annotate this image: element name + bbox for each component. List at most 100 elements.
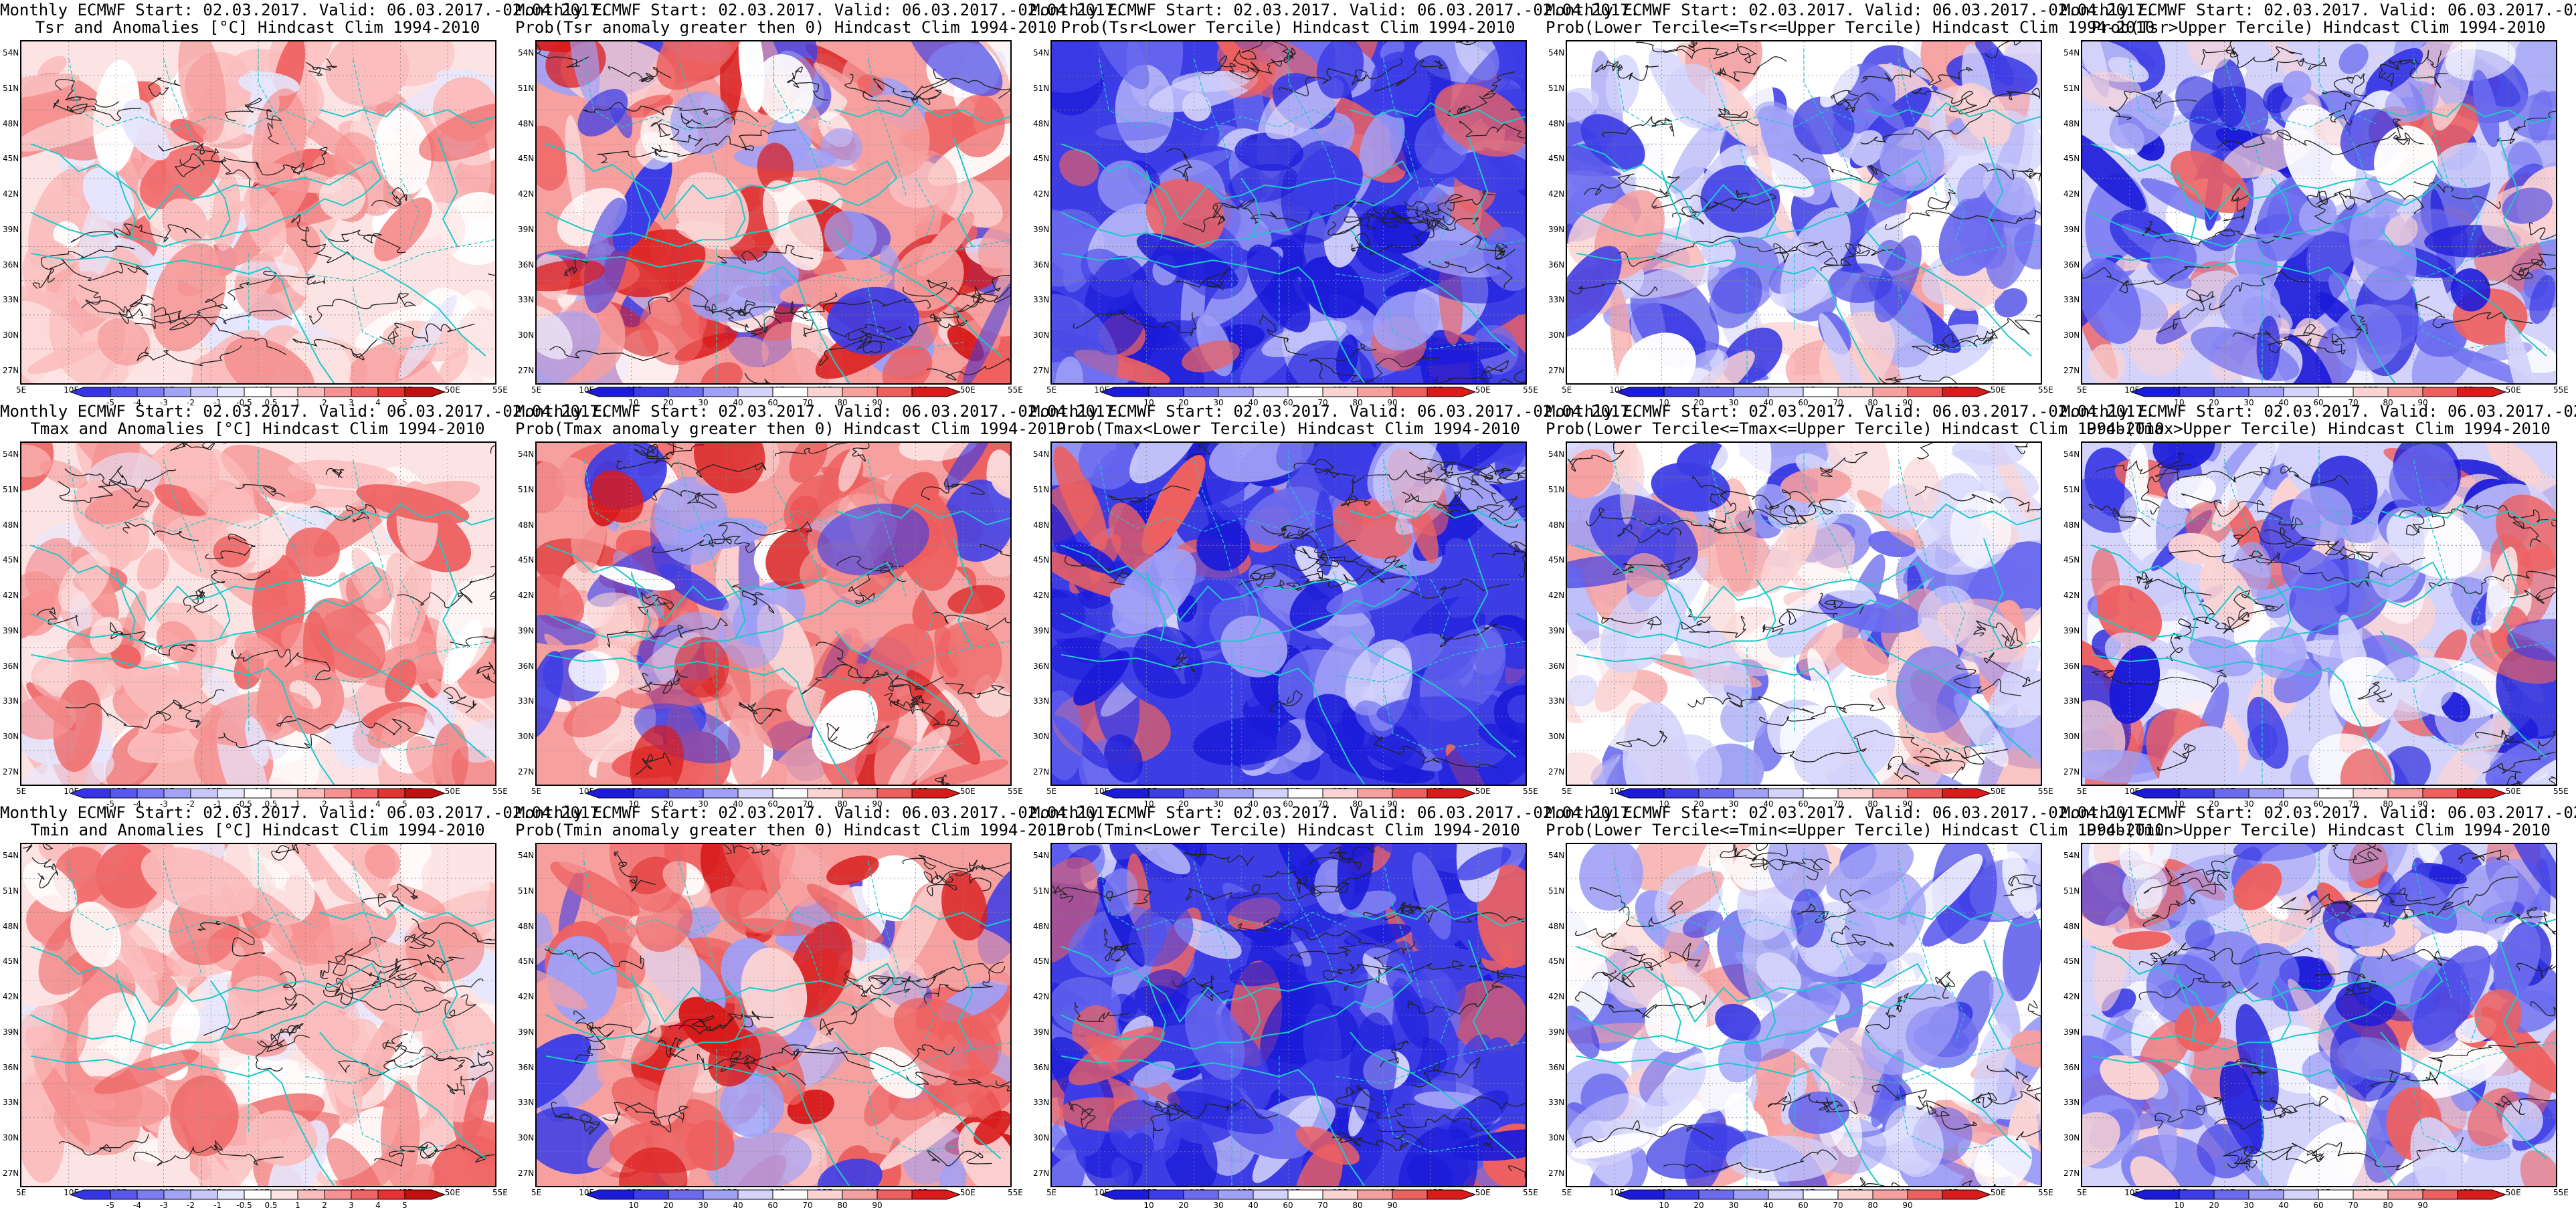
colorbar-tick-label: 3 — [349, 799, 354, 809]
field-shading-blob — [1412, 851, 1451, 940]
isotherm-contour — [2399, 507, 2468, 536]
isotherm-contour — [472, 932, 495, 943]
coastline — [210, 980, 231, 1039]
field-shading-blob — [234, 632, 295, 686]
colorbar-swatch — [584, 1189, 634, 1200]
field-shading-blob — [887, 150, 958, 224]
map-field-svg — [21, 844, 495, 1186]
field-shading-blob — [2280, 546, 2347, 608]
field-shading-blob — [2513, 41, 2556, 108]
field-shading-blob — [2093, 906, 2130, 1012]
isotherm-contour — [1170, 651, 1196, 673]
field-shading-blob — [2082, 129, 2146, 211]
field-shading-blob — [21, 108, 126, 152]
field-shading-blob — [1305, 694, 1366, 758]
map-plot — [20, 843, 496, 1187]
map-panel: Monthly ECMWF Start: 02.03.2017. Valid: … — [0, 0, 609, 407]
map-panel: Monthly ECMWF Start: 02.03.2017. Valid: … — [515, 0, 1124, 407]
field-shading-blob — [1952, 443, 2024, 466]
colorbar-tick-label: 40 — [1763, 1201, 1774, 1210]
country-border — [1430, 981, 1451, 1043]
country-border — [1898, 58, 1937, 196]
colorbar-swatch — [2213, 788, 2249, 799]
colorbar-swatch — [2283, 788, 2319, 799]
colorbar-swatch — [324, 1189, 352, 1200]
field-shading-blob — [675, 172, 749, 250]
colorbar-swatch — [404, 387, 446, 397]
field-shading-blob — [1136, 233, 1238, 289]
colorbar-swatch — [1322, 788, 1358, 799]
latitude-tick-label: 27N — [1033, 767, 1050, 777]
colorbar-tick-label: -5 — [106, 1201, 114, 1210]
latitude-tick-label: 51N — [1033, 484, 1050, 494]
field-shading-blob — [351, 547, 383, 599]
isotherm-contour — [868, 971, 945, 986]
isotherm-contour — [2235, 1058, 2268, 1076]
coastline — [1576, 143, 1928, 247]
isotherm-contour — [826, 723, 890, 750]
country-border — [820, 640, 1010, 683]
isotherm-contour — [2209, 270, 2309, 310]
isotherm-contour — [1715, 56, 1787, 82]
field-shading-blob — [899, 443, 978, 462]
field-shading-blob — [1780, 468, 1852, 504]
isotherm-contour — [625, 1102, 683, 1132]
field-shading-blob — [406, 736, 442, 784]
isotherm-contour — [650, 118, 703, 146]
colorbar-tick-label: 10 — [1143, 799, 1154, 809]
field-shading-blob — [689, 249, 799, 322]
isotherm-contour — [608, 66, 672, 82]
longitude-tick-label: 5E — [2077, 1188, 2088, 1197]
isotherm-contour — [2256, 557, 2425, 588]
colorbar-tick-label: 40 — [1248, 1201, 1259, 1210]
coastline — [1756, 980, 1776, 1039]
field-shading-blob — [1052, 589, 1086, 633]
isotherm-contour — [787, 66, 829, 101]
field-shading-blob — [1234, 132, 1304, 171]
panel-title-line1: Monthly ECMWF Start: 02.03.2017. Valid: … — [1546, 402, 2155, 421]
field-shading-blob — [1954, 693, 2009, 767]
isotherm-contour — [1759, 698, 1886, 726]
coastline — [834, 1031, 1002, 1159]
longitude-tick-label: 50E — [1475, 1188, 1491, 1197]
field-shading-blob — [280, 506, 337, 536]
field-shading-blob — [318, 174, 366, 219]
colorbar-tick-label: 1 — [295, 799, 300, 809]
field-shading-blob — [577, 88, 628, 137]
isotherm-contour — [1687, 692, 1814, 714]
longitude-tick-label: 50E — [444, 1188, 460, 1197]
field-shading-blob — [1477, 723, 1526, 757]
country-border — [868, 861, 907, 999]
colorbar-swatch — [110, 788, 138, 799]
coastline — [630, 973, 651, 1043]
isotherm-contour — [136, 345, 242, 367]
isotherm-contour — [337, 1055, 465, 1076]
isotherm-contour — [1912, 87, 1977, 112]
isotherm-contour — [927, 862, 1010, 896]
latitude-tick-label: 30N — [1033, 330, 1050, 340]
field-shading-blob — [285, 527, 340, 577]
coastline — [2176, 572, 2197, 641]
colorbar-tick-label: 60 — [1798, 398, 1809, 407]
field-shading-blob — [585, 592, 659, 642]
field-shading-blob — [1567, 88, 1599, 123]
country-border — [1383, 861, 1422, 999]
isotherm-contour — [551, 1101, 600, 1135]
colorbar-tick-label: 30 — [2243, 799, 2254, 809]
field-shading-blob — [111, 644, 141, 669]
field-shading-blob — [2389, 443, 2458, 518]
colorbar-tick-label: 80 — [837, 799, 848, 809]
longitude-tick-label: 50E — [1990, 385, 2006, 395]
isotherm-contour — [2027, 1000, 2041, 1017]
isotherm-contour — [64, 466, 177, 493]
longitude-tick-label: 5E — [531, 385, 542, 395]
longitude-tick-label: 50E — [2505, 787, 2521, 796]
colorbar-swatch — [772, 387, 808, 397]
country-border — [2129, 460, 2377, 532]
coastline — [2092, 653, 2344, 683]
map-panel: Monthly ECMWF Start: 02.03.2017. Valid: … — [1546, 0, 2154, 407]
coastline — [2380, 229, 2547, 357]
isotherm-contour — [1509, 541, 1526, 578]
latitude-tick-label: 42N — [518, 591, 535, 601]
field-shading-blob — [537, 961, 588, 1010]
